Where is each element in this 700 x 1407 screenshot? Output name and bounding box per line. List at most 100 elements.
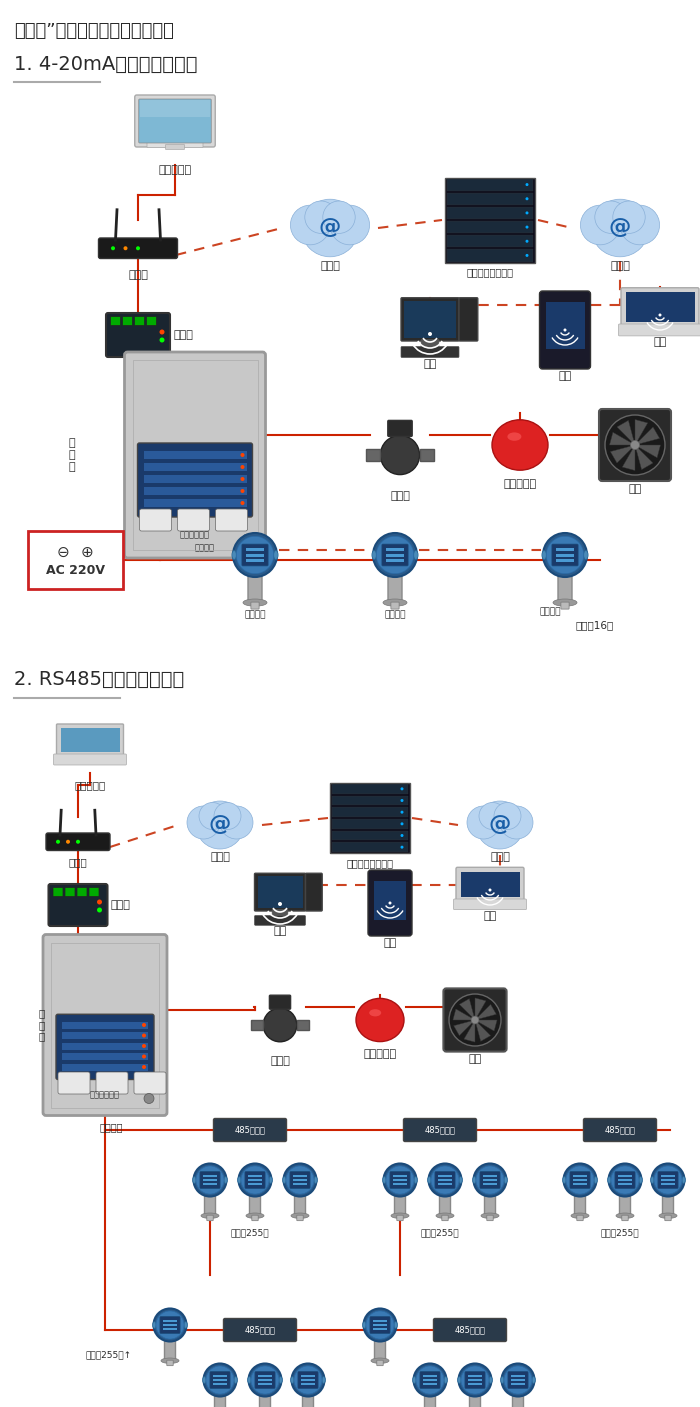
Circle shape: [142, 1065, 146, 1069]
Circle shape: [500, 806, 533, 839]
FancyBboxPatch shape: [204, 1183, 216, 1185]
Circle shape: [263, 1009, 297, 1041]
Ellipse shape: [594, 1176, 597, 1183]
Circle shape: [494, 802, 521, 830]
FancyBboxPatch shape: [368, 870, 412, 936]
FancyBboxPatch shape: [332, 784, 408, 794]
Circle shape: [278, 902, 282, 906]
Ellipse shape: [383, 599, 407, 606]
Text: 电磁阀: 电磁阀: [270, 1057, 290, 1067]
Ellipse shape: [504, 1176, 508, 1183]
Ellipse shape: [489, 1376, 492, 1383]
Circle shape: [204, 1363, 237, 1397]
Circle shape: [605, 415, 665, 476]
Text: 1. 4-20mA信号连接系统图: 1. 4-20mA信号连接系统图: [14, 55, 197, 75]
Ellipse shape: [394, 1321, 398, 1328]
FancyBboxPatch shape: [468, 1379, 482, 1382]
Circle shape: [461, 1366, 489, 1394]
Polygon shape: [475, 1020, 491, 1041]
Circle shape: [620, 205, 659, 245]
FancyBboxPatch shape: [134, 317, 144, 325]
FancyBboxPatch shape: [246, 554, 264, 557]
FancyBboxPatch shape: [258, 1375, 272, 1377]
Circle shape: [123, 246, 127, 250]
Ellipse shape: [532, 1376, 536, 1383]
FancyBboxPatch shape: [424, 1379, 437, 1382]
Text: @: @: [318, 217, 341, 236]
FancyBboxPatch shape: [111, 317, 120, 325]
FancyBboxPatch shape: [465, 1372, 485, 1389]
FancyBboxPatch shape: [48, 884, 108, 926]
Text: 485中继器: 485中继器: [454, 1325, 485, 1334]
Ellipse shape: [563, 1176, 566, 1183]
FancyBboxPatch shape: [573, 1179, 587, 1180]
Circle shape: [504, 1366, 532, 1394]
Ellipse shape: [659, 1213, 677, 1218]
Ellipse shape: [314, 1176, 317, 1183]
Circle shape: [214, 802, 241, 830]
Circle shape: [564, 1164, 596, 1196]
Circle shape: [611, 1166, 639, 1195]
Ellipse shape: [571, 1213, 589, 1218]
FancyBboxPatch shape: [374, 1337, 386, 1362]
Text: 互联网: 互联网: [490, 853, 510, 862]
FancyBboxPatch shape: [255, 874, 305, 910]
Ellipse shape: [584, 550, 588, 560]
Circle shape: [580, 205, 620, 245]
Circle shape: [241, 464, 244, 469]
FancyBboxPatch shape: [391, 602, 399, 609]
Ellipse shape: [651, 1176, 654, 1183]
Circle shape: [476, 1166, 504, 1195]
Text: 声光报警器: 声光报警器: [503, 478, 537, 488]
FancyBboxPatch shape: [486, 1216, 493, 1221]
Text: 485中继器: 485中继器: [234, 1126, 265, 1134]
Text: 信号输出: 信号输出: [384, 611, 406, 619]
Circle shape: [546, 536, 584, 574]
Text: 报警控制主机: 报警控制主机: [180, 530, 210, 539]
FancyBboxPatch shape: [245, 1172, 265, 1189]
Text: 路由器: 路由器: [128, 270, 148, 280]
Circle shape: [56, 840, 60, 844]
FancyBboxPatch shape: [248, 1179, 262, 1180]
FancyBboxPatch shape: [332, 796, 408, 805]
FancyBboxPatch shape: [27, 530, 122, 590]
Polygon shape: [453, 1009, 475, 1020]
FancyBboxPatch shape: [447, 221, 533, 234]
FancyBboxPatch shape: [367, 1019, 393, 1030]
Ellipse shape: [414, 550, 418, 560]
FancyBboxPatch shape: [373, 1324, 386, 1327]
Ellipse shape: [363, 1321, 366, 1328]
FancyBboxPatch shape: [447, 249, 533, 262]
FancyBboxPatch shape: [584, 1119, 657, 1141]
Polygon shape: [610, 445, 635, 463]
Circle shape: [592, 200, 649, 257]
Circle shape: [160, 338, 164, 342]
Polygon shape: [475, 1005, 496, 1020]
Circle shape: [612, 201, 645, 234]
Circle shape: [76, 840, 80, 844]
Circle shape: [471, 1016, 479, 1024]
FancyBboxPatch shape: [545, 303, 584, 349]
Ellipse shape: [616, 1213, 634, 1218]
Text: 安帕尔网络服务器: 安帕尔网络服务器: [346, 858, 393, 868]
FancyBboxPatch shape: [419, 449, 433, 460]
FancyBboxPatch shape: [137, 443, 253, 516]
FancyBboxPatch shape: [163, 1324, 176, 1327]
Circle shape: [239, 1164, 272, 1196]
Text: 互联网: 互联网: [210, 853, 230, 862]
Circle shape: [220, 806, 253, 839]
Text: 互联网: 互联网: [320, 262, 340, 272]
Ellipse shape: [234, 1376, 237, 1383]
FancyBboxPatch shape: [512, 1392, 524, 1407]
FancyBboxPatch shape: [242, 545, 268, 566]
Circle shape: [400, 822, 403, 826]
Circle shape: [290, 205, 330, 245]
Text: 电脑: 电脑: [274, 926, 286, 936]
FancyBboxPatch shape: [461, 872, 519, 898]
FancyBboxPatch shape: [442, 1216, 448, 1221]
Circle shape: [526, 225, 528, 228]
Circle shape: [416, 1366, 444, 1394]
Ellipse shape: [458, 1376, 461, 1383]
Circle shape: [301, 200, 359, 257]
FancyBboxPatch shape: [139, 509, 172, 530]
